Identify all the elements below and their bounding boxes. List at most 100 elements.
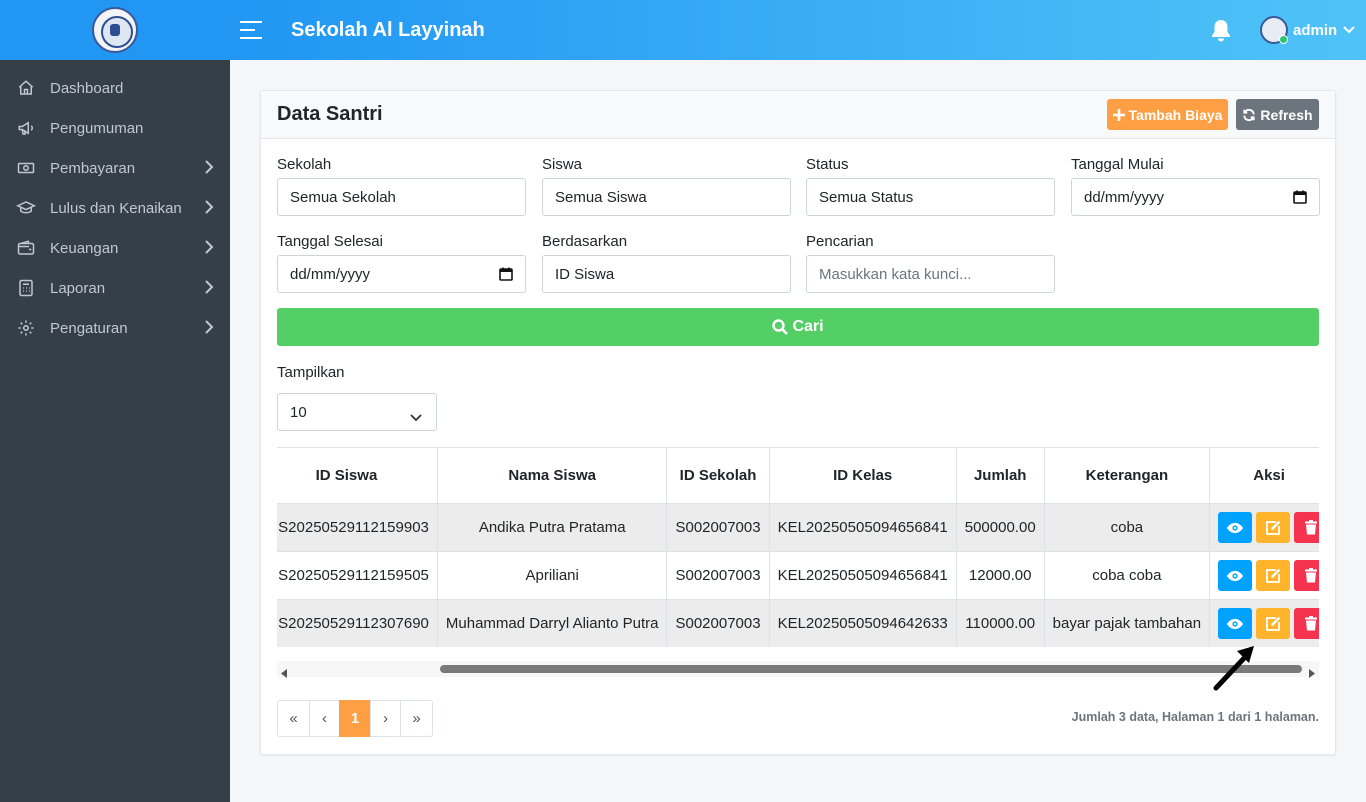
page-prev-button[interactable]: ‹ xyxy=(309,700,340,737)
cell-id-siswa: SIS20250529112159903 xyxy=(277,503,438,552)
sidebar-item-pembayaran[interactable]: Pembayaran xyxy=(0,148,230,188)
status-select[interactable]: Semua Status xyxy=(806,178,1055,216)
sidebar-item-dashboard[interactable]: Dashboard xyxy=(0,68,230,108)
cell-id-siswa: SIS20250529112159505 xyxy=(277,551,438,600)
sekolah-value: Semua Sekolah xyxy=(290,188,396,206)
pagination-summary: Jumlah 3 data, Halaman 1 dari 1 halaman. xyxy=(1071,710,1319,724)
cell-nama-siswa: Andika Putra Pratama xyxy=(436,503,668,552)
add-fee-button[interactable]: Tambah Biaya xyxy=(1107,99,1228,130)
column-header-jumlah[interactable]: Jumlah xyxy=(955,447,1045,504)
sidebar-item-label: Lulus dan Kenaikan xyxy=(50,199,182,217)
cell-id-sekolah: S002007003 xyxy=(666,599,770,647)
pagination: « ‹ 1 › » xyxy=(277,700,433,737)
sidebar-item-keuangan[interactable]: Keuangan xyxy=(0,228,230,268)
refresh-label: Refresh xyxy=(1260,106,1313,123)
edit-button[interactable] xyxy=(1256,608,1291,639)
cell-aksi xyxy=(1209,599,1319,647)
cell-nama-siswa: Muhammad Darryl Alianto Putra xyxy=(436,599,668,647)
cell-nama-siswa: Apriliani xyxy=(436,551,668,600)
column-header-id-siswa[interactable]: ID Siswa xyxy=(277,447,438,504)
cell-jumlah: 110000.00 xyxy=(955,599,1045,647)
show-entries-value: 10 xyxy=(290,403,307,421)
page-last-button[interactable]: » xyxy=(400,700,433,737)
sidebar-item-label: Dashboard xyxy=(50,79,124,97)
data-table-scroll-area[interactable]: ID Siswa Nama Siswa ID Sekolah ID Kelas … xyxy=(277,447,1319,647)
siswa-value: Semua Siswa xyxy=(555,188,647,206)
table-horizontal-scrollbar[interactable] xyxy=(277,661,1319,678)
show-entries-select[interactable]: 10 xyxy=(277,393,437,431)
refresh-button[interactable]: Refresh xyxy=(1236,99,1319,130)
sidebar-item-pengaturan[interactable]: Pengaturan xyxy=(0,308,230,348)
cell-id-kelas: KEL20250505094642633 xyxy=(768,599,957,647)
chevron-right-icon xyxy=(204,240,214,258)
search-input[interactable]: Masukkan kata kunci... xyxy=(806,255,1055,293)
chevron-right-icon xyxy=(204,160,214,178)
cell-aksi xyxy=(1209,503,1319,552)
berdasarkan-select[interactable]: ID Siswa xyxy=(542,255,791,293)
edit-button[interactable] xyxy=(1256,560,1291,591)
user-name: admin xyxy=(1293,21,1338,39)
status-value: Semua Status xyxy=(819,188,914,206)
sidebar-brand[interactable] xyxy=(0,0,230,60)
scroll-left-arrow-icon[interactable] xyxy=(281,665,287,682)
table-row: SIS20250529112307690 Muhammad Darryl Ali… xyxy=(277,599,1319,647)
page-first-button[interactable]: « xyxy=(277,700,310,737)
page-next-button[interactable]: › xyxy=(370,700,401,737)
bell-icon[interactable] xyxy=(1210,18,1232,42)
edit-button[interactable] xyxy=(1256,512,1291,543)
edit-icon xyxy=(1266,520,1281,535)
chevron-right-icon xyxy=(204,320,214,338)
delete-button[interactable] xyxy=(1294,512,1319,543)
sidebar-item-lulus-kenaikan[interactable]: Lulus dan Kenaikan xyxy=(0,188,230,228)
siswa-select[interactable]: Semua Siswa xyxy=(542,178,791,216)
scrollbar-thumb[interactable] xyxy=(440,665,1302,673)
pencarian-label: Pencarian xyxy=(806,233,874,250)
cell-jumlah: 12000.00 xyxy=(955,551,1045,600)
cell-keterangan: coba xyxy=(1043,503,1211,552)
berdasarkan-label: Berdasarkan xyxy=(542,233,628,250)
column-header-keterangan[interactable]: Keterangan xyxy=(1043,447,1211,504)
search-button-label: Cari xyxy=(792,318,824,335)
school-logo[interactable] xyxy=(92,7,138,53)
calendar-icon[interactable] xyxy=(499,267,513,285)
cell-aksi xyxy=(1209,551,1319,600)
delete-button[interactable] xyxy=(1294,560,1319,591)
data-santri-card: Data Santri Tambah Biaya Refresh Sekolah… xyxy=(260,90,1336,755)
column-header-id-sekolah[interactable]: ID Sekolah xyxy=(666,447,770,504)
search-button[interactable]: Cari xyxy=(277,308,1319,346)
sidebar-item-laporan[interactable]: Laporan xyxy=(0,268,230,308)
sidebar-item-label: Pengumuman xyxy=(50,119,144,137)
sidebar-item-label: Laporan xyxy=(50,279,106,297)
sidebar-item-pengumuman[interactable]: Pengumuman xyxy=(0,108,230,148)
column-header-nama-siswa[interactable]: Nama Siswa xyxy=(436,447,668,504)
delete-button[interactable] xyxy=(1294,608,1319,639)
chevron-right-icon xyxy=(204,280,214,298)
chevron-down-icon xyxy=(1343,26,1355,34)
tanggal-mulai-label: Tanggal Mulai xyxy=(1071,156,1164,173)
sekolah-select[interactable]: Semua Sekolah xyxy=(277,178,526,216)
pointer-arrow-icon xyxy=(1213,646,1254,691)
view-button[interactable] xyxy=(1218,560,1253,591)
tanggal-mulai-input[interactable]: dd/mm/yyyy xyxy=(1071,178,1320,216)
cell-jumlah: 500000.00 xyxy=(955,503,1045,552)
trash-icon xyxy=(1305,520,1318,535)
cell-id-kelas: KEL20250505094656841 xyxy=(768,551,957,600)
tanggal-selesai-input[interactable]: dd/mm/yyyy xyxy=(277,255,526,293)
cell-keterangan: coba coba xyxy=(1043,551,1211,600)
view-button[interactable] xyxy=(1218,512,1253,543)
column-header-id-kelas[interactable]: ID Kelas xyxy=(768,447,957,504)
user-menu[interactable]: admin xyxy=(1260,16,1355,44)
hamburger-menu-icon[interactable] xyxy=(240,21,262,39)
berdasarkan-value: ID Siswa xyxy=(555,265,615,283)
view-button[interactable] xyxy=(1218,608,1253,639)
app-title: Sekolah Al Layyinah xyxy=(291,18,485,41)
edit-icon xyxy=(1266,616,1281,631)
calendar-icon[interactable] xyxy=(1293,190,1307,208)
page-current-button[interactable]: 1 xyxy=(339,700,371,737)
trash-icon xyxy=(1305,568,1318,583)
scroll-right-arrow-icon[interactable] xyxy=(1309,665,1315,682)
chevron-down-icon xyxy=(410,409,422,426)
status-label: Status xyxy=(806,156,849,173)
column-header-aksi: Aksi xyxy=(1209,447,1319,504)
wallet-icon xyxy=(16,238,36,258)
